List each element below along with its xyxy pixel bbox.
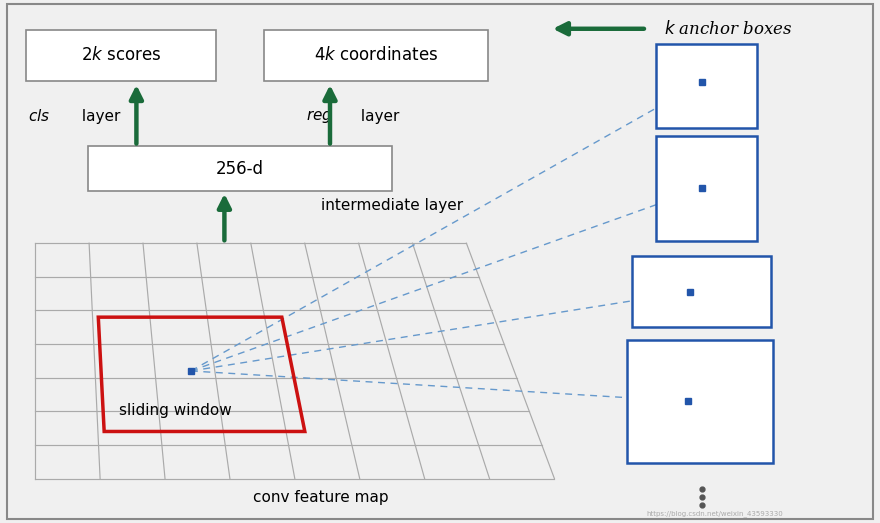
FancyBboxPatch shape	[632, 256, 771, 327]
Text: layer: layer	[356, 109, 399, 123]
FancyBboxPatch shape	[656, 44, 757, 128]
Text: conv feature map: conv feature map	[253, 491, 389, 505]
Text: layer: layer	[77, 109, 121, 123]
FancyBboxPatch shape	[88, 146, 392, 191]
Text: intermediate layer: intermediate layer	[321, 198, 464, 212]
FancyBboxPatch shape	[264, 30, 488, 81]
FancyBboxPatch shape	[26, 30, 216, 81]
Text: 256-d: 256-d	[216, 160, 264, 178]
Text: $reg$: $reg$	[306, 108, 333, 124]
Text: $k$ anchor boxes: $k$ anchor boxes	[664, 20, 793, 38]
Text: https://blog.csdn.net/weixin_43593330: https://blog.csdn.net/weixin_43593330	[647, 510, 783, 517]
FancyBboxPatch shape	[656, 136, 757, 241]
FancyBboxPatch shape	[627, 340, 773, 463]
Text: 2$k$ scores: 2$k$ scores	[81, 47, 161, 64]
Text: 4$k$ coordinates: 4$k$ coordinates	[314, 47, 438, 64]
Text: sliding window: sliding window	[119, 403, 231, 418]
Text: $cls$: $cls$	[28, 108, 50, 124]
